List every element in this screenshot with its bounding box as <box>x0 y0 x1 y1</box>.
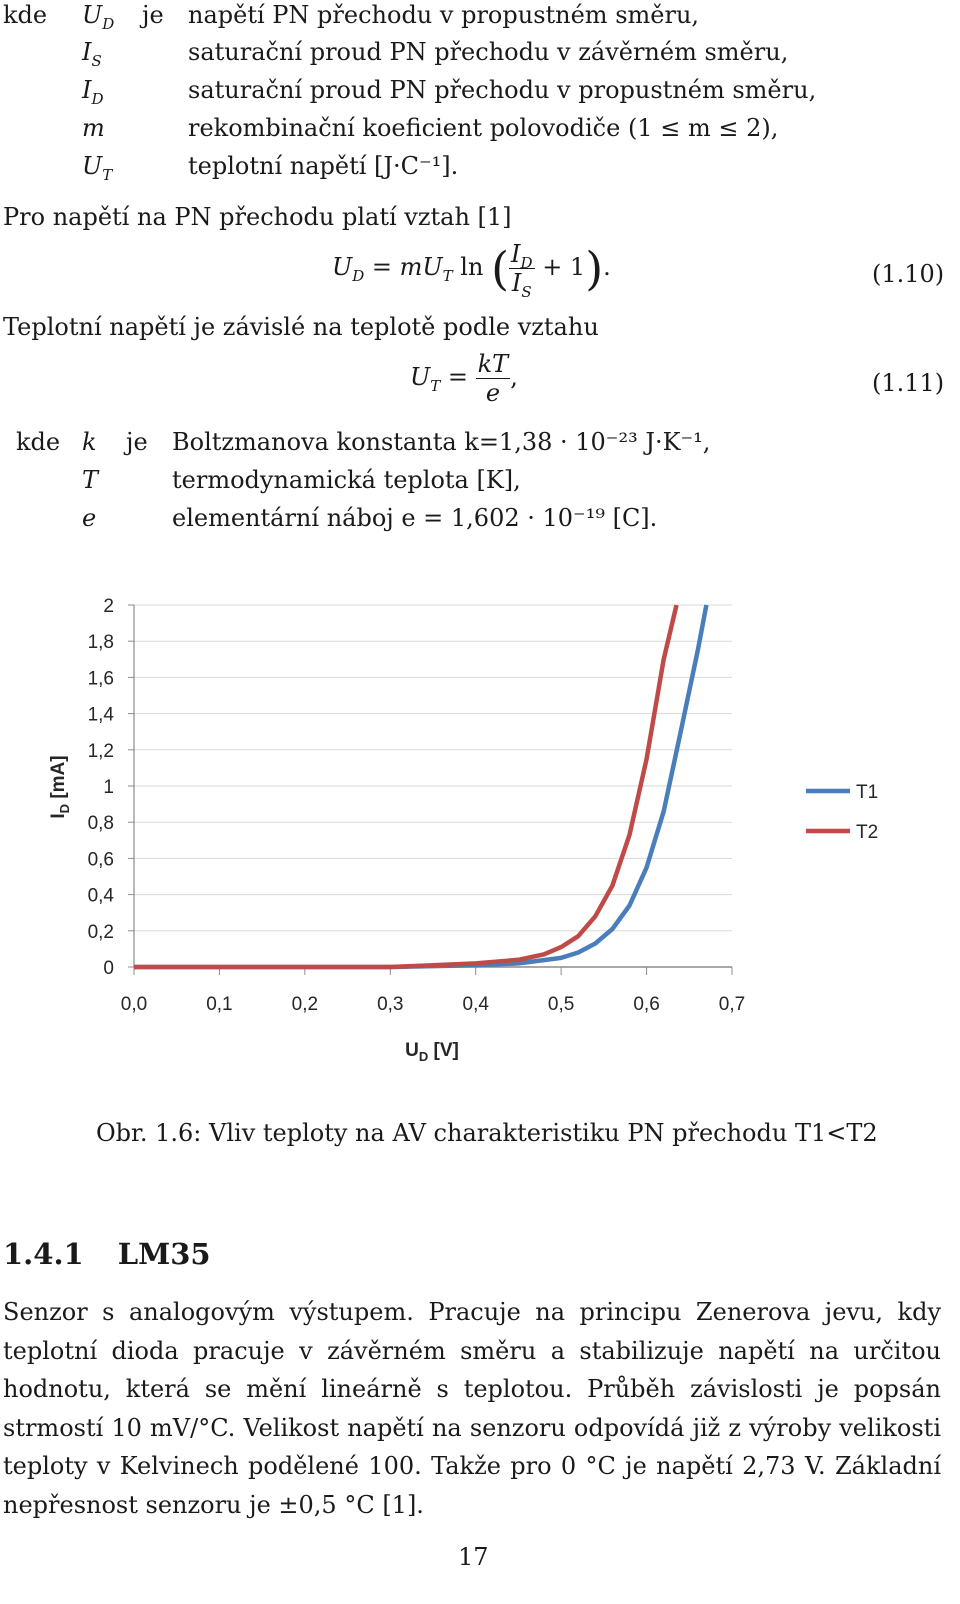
body-paragraph: Senzor s analogovým výstupem. Pracuje na… <box>3 1298 941 1519</box>
legend-symbol: m <box>82 114 105 142</box>
intro-line-temp: Teplotní napětí je závislé na teplotě po… <box>3 313 599 341</box>
legend-desc: teplotní napětí [J·C⁻¹]. <box>188 152 459 180</box>
legend-symbol: IS <box>82 38 102 70</box>
equation-number: (1.11) <box>872 369 945 397</box>
x-tick-label: 0,6 <box>633 994 659 1015</box>
legend-symbol: UD <box>82 1 115 33</box>
legend-lead: kde <box>3 1 48 29</box>
section-heading: 1.4.1 LM35 <box>3 1236 211 1272</box>
y-tick-label: 0,2 <box>88 922 114 943</box>
y-tick-label: 0,8 <box>88 813 114 834</box>
const-symbol: T <box>82 466 99 494</box>
legend-symbol: ID <box>82 76 104 108</box>
x-tick-label: 0,7 <box>719 994 745 1015</box>
y-tick-label: 1,4 <box>88 705 115 726</box>
x-tick-label: 0,3 <box>377 994 403 1015</box>
y-tick-label: 1,2 <box>88 741 114 762</box>
y-tick-label: 1,6 <box>88 668 114 689</box>
y-tick-label: 1,8 <box>88 632 114 653</box>
figure-caption: Obr. 1.6: Vliv teploty na AV charakteris… <box>96 1119 878 1147</box>
y-tick-label: 0,6 <box>88 849 114 870</box>
x-axis-title: UD [V] <box>405 1040 459 1064</box>
x-tick-label: 0,0 <box>121 994 147 1015</box>
legend-desc: saturační proud PN přechodu v propustném… <box>188 76 817 104</box>
legend-label: T1 <box>856 782 878 803</box>
x-tick-label: 0,1 <box>206 994 232 1015</box>
equation-1-11: UT = kT e, <box>410 350 518 407</box>
legend-mid: je <box>142 1 164 29</box>
const-desc: Boltzmanova konstanta k=1,38 · 10⁻²³ J·K… <box>172 428 711 456</box>
y-tick-label: 0,4 <box>88 886 115 907</box>
av-characteristic-chart: 0 0,2 0,4 0,6 0,8 1 1,2 1,4 1,6 1,8 2 0,0 0,1 0,2 0,3 0… <box>48 596 878 1064</box>
page-number: 17 <box>458 1543 489 1571</box>
legend-desc: saturační proud PN přechodu v závěrném s… <box>188 38 789 66</box>
series-line-t2 <box>134 604 679 970</box>
legend-desc: rekombinační koeficient polovodiče (1 ≤ … <box>188 114 779 142</box>
y-tick-label: 0 <box>103 958 114 979</box>
x-tick-label: 0,2 <box>292 994 318 1015</box>
y-axis-title: ID [mA] <box>48 755 72 818</box>
x-tick-label: 0,4 <box>463 994 490 1015</box>
legend-symbol: UT <box>82 152 113 184</box>
const-symbol: k <box>82 428 97 456</box>
const-desc: termodynamická teplota [K], <box>172 466 521 494</box>
y-tick-label: 1 <box>103 777 114 798</box>
legend-desc: napětí PN přechodu v propustném směru, <box>188 1 700 29</box>
intro-line-pn: Pro napětí na PN přechodu platí vztah [1… <box>3 203 512 231</box>
equation-number: (1.10) <box>872 260 945 288</box>
legend-label: T2 <box>856 822 878 843</box>
y-tick-label: 2 <box>103 596 114 617</box>
equation-1-10: UD = mUT ln (ID IS + 1). <box>332 240 611 301</box>
const-lead: kde <box>16 428 61 456</box>
x-tick-label: 0,5 <box>548 994 574 1015</box>
const-mid: je <box>126 428 148 456</box>
const-desc: elementární náboj e = 1,602 · 10⁻¹⁹ [C]. <box>172 504 658 532</box>
const-symbol: e <box>82 504 97 532</box>
section-title: LM35 <box>117 1237 211 1271</box>
section-number: 1.4.1 <box>3 1237 84 1271</box>
